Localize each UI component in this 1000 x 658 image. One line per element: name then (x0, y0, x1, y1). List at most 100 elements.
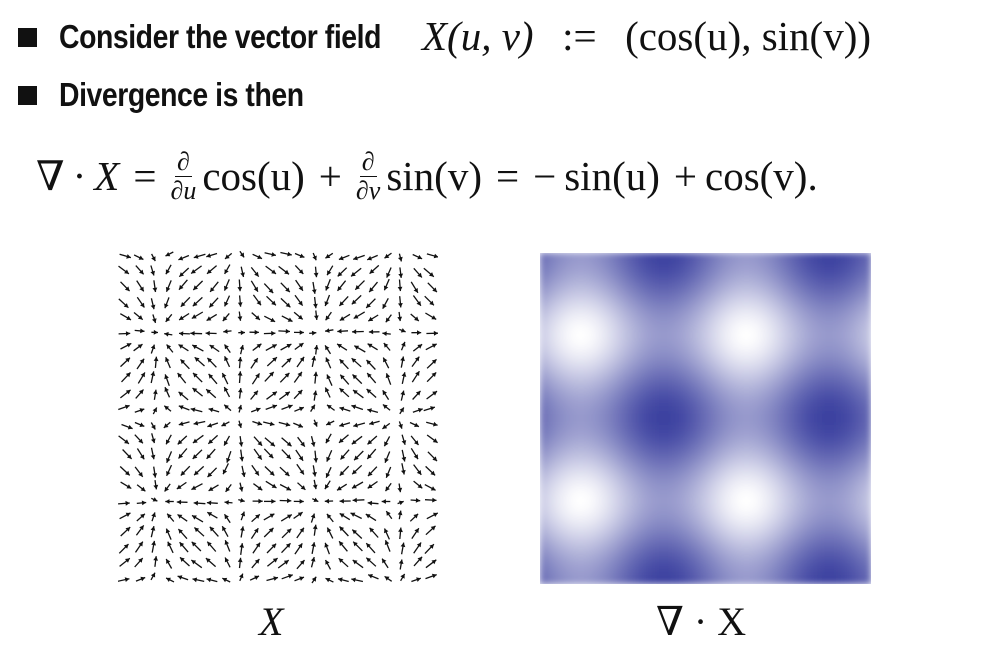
heatmap-cell (808, 300, 817, 309)
heatmap-cell (794, 300, 803, 309)
heatmap-cell (587, 555, 596, 564)
heatmap-cell (587, 514, 596, 523)
heatmap-cell (663, 314, 672, 323)
field-arrow (385, 373, 392, 385)
heatmap-cell (649, 397, 658, 406)
heatmap-cell (629, 500, 638, 509)
heatmap-cell (863, 411, 871, 419)
heatmap-cell (705, 466, 713, 475)
heatmap-cell (636, 259, 644, 268)
definition-lhs: X(u, v) (422, 13, 534, 59)
heatmap-cell (573, 549, 582, 557)
heatmap-cell (767, 328, 775, 337)
heatmap-cell (670, 390, 679, 399)
heatmap-cell (739, 328, 748, 337)
field-arrow (237, 404, 243, 413)
heatmap-cell (829, 562, 838, 571)
field-arrow (165, 528, 172, 540)
heatmap-cell (663, 473, 672, 482)
heatmap-cell (587, 362, 596, 371)
heatmap-cell (636, 431, 644, 440)
heatmap-cell (849, 253, 858, 261)
heatmap-cell (856, 480, 865, 488)
heatmap-cell (698, 362, 706, 371)
heatmap-cell (773, 514, 782, 523)
heatmap-cell (546, 549, 555, 557)
heatmap-cell (567, 521, 575, 530)
field-arrow (411, 577, 422, 583)
heatmap-cell (656, 369, 665, 378)
heatmap-cell (718, 397, 727, 406)
heatmap-cell (842, 253, 851, 261)
heatmap-cell (587, 424, 596, 433)
field-arrow (118, 298, 129, 309)
heatmap-cell (718, 369, 727, 378)
heatmap-cell (760, 486, 769, 495)
heatmap-cell (587, 480, 596, 488)
heatmap-cell (608, 445, 617, 454)
heatmap-cell (753, 569, 762, 578)
field-arrow (153, 556, 158, 567)
heatmap-cell (732, 459, 741, 468)
heatmap-cell (649, 286, 658, 295)
heatmap-cell (573, 528, 582, 537)
heatmap-cell (580, 521, 589, 530)
heatmap-cell (622, 438, 631, 447)
heatmap-cell (739, 569, 748, 578)
heatmap-cell (580, 266, 589, 275)
heatmap-cell (691, 369, 700, 378)
field-arrow (237, 557, 243, 569)
heatmap-cell (615, 362, 624, 371)
field-arrow (413, 464, 422, 476)
heatmap-cell (822, 349, 831, 357)
heatmap-cell (663, 253, 672, 261)
heatmap-cell (863, 528, 871, 537)
heatmap-cell (856, 535, 865, 544)
heatmap-cell (725, 273, 734, 282)
heatmap-cell (587, 355, 596, 364)
heatmap-cell (767, 459, 775, 468)
heatmap-cell (760, 493, 769, 502)
heatmap-cell (829, 383, 838, 392)
heatmap-cell (608, 514, 617, 523)
heatmap-cell (553, 314, 562, 323)
heatmap-cell (656, 355, 665, 364)
heatmap-cell (753, 404, 762, 413)
heatmap-cell (663, 369, 672, 378)
heatmap-cell (773, 493, 782, 502)
heatmap-cell (546, 369, 555, 378)
heatmap-cell (684, 369, 693, 378)
field-arrow (338, 254, 350, 261)
heatmap-cell (656, 376, 665, 385)
heatmap-cell (705, 390, 713, 399)
heatmap-cell (863, 473, 871, 482)
heatmap-cell (615, 521, 624, 530)
heatmap-cell (787, 542, 796, 551)
heatmap-cell (842, 404, 851, 413)
heatmap-cell (732, 535, 741, 544)
heatmap-cell (753, 390, 762, 399)
heatmap-cell (636, 535, 644, 544)
heatmap-cell (615, 452, 624, 461)
heatmap-cell (601, 486, 610, 495)
heatmap-cell (567, 273, 575, 282)
heatmap-cell (622, 397, 631, 406)
heatmap-cell (787, 431, 796, 440)
heatmap-cell (546, 411, 555, 419)
heatmap-cell (698, 369, 706, 378)
heatmap-cell (560, 376, 569, 385)
heatmap-cell (587, 314, 596, 323)
heatmap-cell (711, 314, 720, 323)
heatmap-cell (739, 383, 748, 392)
heatmap-cell (656, 307, 665, 316)
heatmap-cell (746, 431, 755, 440)
heatmap-cell (794, 480, 803, 488)
heatmap-cell (684, 569, 693, 578)
heatmap-cell (663, 521, 672, 530)
heatmap-cell (540, 307, 548, 316)
heatmap-cell (794, 514, 803, 523)
heatmap-cell (629, 286, 638, 295)
field-arrow (326, 450, 333, 462)
heatmap-cell (836, 549, 844, 557)
heatmap-cell (746, 369, 755, 378)
